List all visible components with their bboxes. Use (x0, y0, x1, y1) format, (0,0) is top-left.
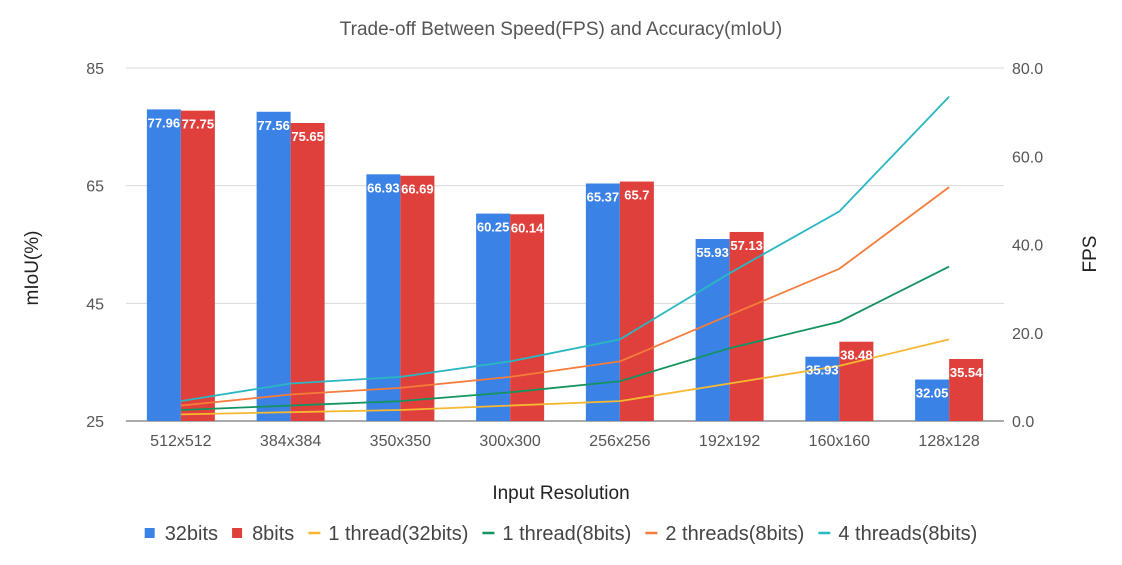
x-tick-label: 350x350 (370, 433, 431, 450)
x-tick-label: 512x512 (150, 433, 211, 450)
bar-8bits (729, 231, 764, 421)
left-tick-label: 65 (86, 179, 104, 196)
bar-8bits (510, 214, 545, 421)
bars (146, 109, 984, 422)
bar-8bits (180, 110, 215, 421)
bar-labels: 77.96 77.56 66.93 60.25 65.37 55.93 35.93 32.05… (148, 115, 984, 400)
legend-label-1-thread-8bits: 1 thread(8bits) (502, 523, 631, 545)
legend-label-8bits: 8bits (252, 523, 294, 545)
right-tick-label: 0.0 (1012, 414, 1034, 431)
lines (180, 96, 950, 416)
legend-label-4-threads-8bits: 4 threads(8bits) (838, 523, 977, 545)
bar-label-32bits: 32.05 (916, 386, 949, 401)
left-axis-ticks: 25 45 65 85 (86, 61, 104, 431)
line-1-thread-32bits (180, 338, 950, 416)
bar-label-8bits: 77.75 (182, 117, 215, 132)
legend-label-2-threads-8bits: 2 threads(8bits) (665, 523, 804, 545)
x-tick-label: 256x256 (589, 433, 650, 450)
left-tick-label: 85 (86, 61, 104, 78)
x-axis-title: Input Resolution (492, 483, 629, 504)
bar-label-8bits: 35.54 (950, 365, 983, 380)
bar-32bits (695, 239, 730, 421)
bar-32bits (585, 183, 620, 421)
bar-label-8bits: 75.65 (291, 129, 324, 144)
left-axis-title: mIoU(%) (22, 231, 43, 306)
legend-swatch-32bits (144, 528, 155, 538)
chart-title: Trade-off Between Speed(FPS) and Accurac… (340, 19, 782, 40)
bar-8bits (839, 341, 874, 421)
right-tick-label: 20.0 (1012, 326, 1043, 343)
bar-label-8bits: 38.48 (840, 348, 873, 363)
left-tick-label: 45 (86, 296, 104, 313)
x-tick-label: 384x384 (260, 433, 321, 450)
bar-label-32bits: 66.93 (367, 180, 400, 195)
bar-label-32bits: 77.56 (257, 118, 290, 133)
bar-label-32bits: 65.37 (587, 189, 620, 204)
right-tick-label: 60.0 (1012, 149, 1043, 166)
right-tick-label: 80.0 (1012, 61, 1043, 78)
bar-8bits (949, 358, 984, 421)
right-axis-ticks: 0.0 20.0 40.0 60.0 80.0 (1012, 61, 1043, 431)
bar-8bits (619, 181, 654, 421)
bar-label-32bits: 60.25 (477, 220, 510, 235)
bar-label-32bits: 55.93 (696, 245, 729, 260)
bar-32bits (915, 379, 950, 421)
bar-32bits (146, 109, 181, 421)
bar-label-32bits: 77.96 (148, 115, 181, 130)
x-tick-label: 192x192 (699, 433, 760, 450)
legend-label-32bits: 32bits (165, 523, 218, 545)
x-tick-label: 160x160 (809, 433, 870, 450)
bar-32bits (366, 174, 401, 421)
line-2-threads-8bits (180, 186, 950, 407)
x-axis-ticks: 512x512 384x384 350x350 300x300 256x256 192x1… (150, 433, 980, 450)
right-axis-title: FPS (1080, 236, 1101, 273)
bar-label-32bits: 35.93 (806, 363, 839, 378)
bar-32bits (256, 111, 291, 421)
bar-label-8bits: 60.14 (511, 220, 544, 235)
x-tick-label: 128x128 (918, 433, 979, 450)
line-4-threads-8bits (180, 96, 950, 403)
right-tick-label: 40.0 (1012, 238, 1043, 255)
legend-swatch-8bits (232, 528, 243, 538)
bar-label-8bits: 65.7 (624, 188, 649, 203)
bar-8bits (290, 123, 325, 422)
x-tick-label: 300x300 (479, 433, 540, 450)
bar-label-8bits: 57.13 (730, 238, 763, 253)
legend: 32bits 8bits 1 thread(32bits) 1 thread(8bit… (144, 523, 977, 545)
legend-label-1-thread-32bits: 1 thread(32bits) (328, 523, 468, 545)
bar-32bits (476, 213, 511, 421)
line-1-thread-8bits (180, 265, 950, 411)
bar-8bits (400, 175, 435, 421)
left-tick-label: 25 (86, 414, 104, 431)
bar-label-8bits: 66.69 (401, 182, 434, 197)
